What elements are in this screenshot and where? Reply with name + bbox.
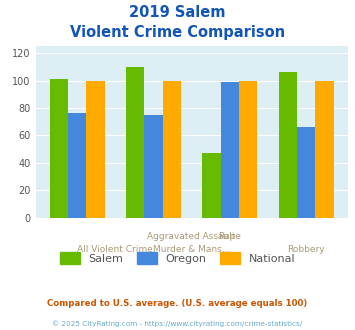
Legend: Salem, Oregon, National: Salem, Oregon, National [55, 248, 300, 268]
Text: 2019 Salem: 2019 Salem [129, 5, 226, 20]
Text: Robbery: Robbery [288, 245, 325, 254]
Text: Violent Crime Comparison: Violent Crime Comparison [70, 25, 285, 40]
Bar [144, 115, 163, 218]
Bar [50, 79, 68, 218]
Bar [86, 81, 105, 218]
Text: All Violent Crime: All Violent Crime [77, 245, 153, 254]
Text: Murder & Mans...: Murder & Mans... [153, 245, 230, 254]
Bar [221, 82, 239, 218]
Bar [202, 153, 221, 218]
Bar [68, 114, 86, 218]
Bar [315, 81, 334, 218]
Text: © 2025 CityRating.com - https://www.cityrating.com/crime-statistics/: © 2025 CityRating.com - https://www.city… [53, 320, 302, 327]
Bar [163, 81, 181, 218]
Text: Compared to U.S. average. (U.S. average equals 100): Compared to U.S. average. (U.S. average … [47, 299, 308, 308]
Bar [279, 72, 297, 218]
Bar [297, 127, 315, 218]
Bar [239, 81, 257, 218]
Text: Rape: Rape [218, 232, 241, 241]
Text: Aggravated Assault: Aggravated Assault [147, 232, 236, 241]
Bar [126, 67, 144, 218]
